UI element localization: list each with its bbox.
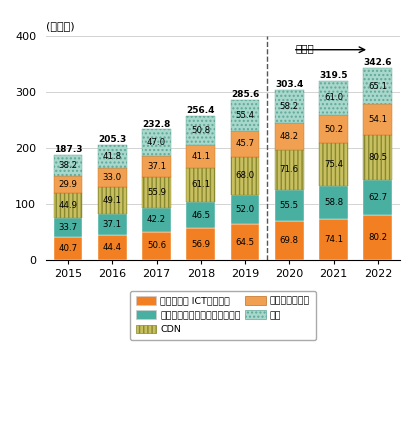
Text: 55.4: 55.4 <box>235 111 255 120</box>
Bar <box>54 237 82 260</box>
Bar <box>54 193 82 218</box>
Text: 342.6: 342.6 <box>364 58 392 67</box>
Text: 29.9: 29.9 <box>59 180 78 189</box>
Text: 50.6: 50.6 <box>147 241 166 250</box>
Bar <box>364 68 392 104</box>
Text: 205.3: 205.3 <box>98 135 127 144</box>
Text: 50.2: 50.2 <box>324 125 343 133</box>
Bar <box>98 214 127 235</box>
Bar <box>98 187 127 214</box>
Text: 47.0: 47.0 <box>147 138 166 147</box>
Bar <box>186 202 215 228</box>
Text: 61.1: 61.1 <box>191 181 210 189</box>
Text: 44.9: 44.9 <box>59 201 78 210</box>
Text: 54.1: 54.1 <box>368 115 388 124</box>
Text: 80.5: 80.5 <box>368 153 388 162</box>
Bar <box>275 221 304 260</box>
Bar <box>54 176 82 193</box>
Text: 37.1: 37.1 <box>103 220 122 229</box>
Bar <box>364 104 392 135</box>
Text: 58.8: 58.8 <box>324 197 343 207</box>
Bar <box>142 208 171 232</box>
Bar <box>142 232 171 260</box>
Text: 45.7: 45.7 <box>235 139 255 148</box>
Text: 256.4: 256.4 <box>186 107 215 115</box>
Text: 55.9: 55.9 <box>147 188 166 197</box>
Text: 40.7: 40.7 <box>59 244 78 253</box>
Text: 61.0: 61.0 <box>324 93 343 102</box>
Text: 44.4: 44.4 <box>103 243 122 252</box>
Bar <box>186 145 215 168</box>
Text: 65.1: 65.1 <box>368 82 388 91</box>
Text: 37.1: 37.1 <box>147 162 166 171</box>
Bar <box>142 130 171 156</box>
Bar <box>98 168 127 187</box>
Text: 80.2: 80.2 <box>368 233 388 242</box>
Bar <box>319 218 348 260</box>
Text: 74.1: 74.1 <box>324 235 343 244</box>
Text: 58.2: 58.2 <box>280 102 299 111</box>
Bar <box>186 168 215 202</box>
Text: 50.8: 50.8 <box>191 126 210 135</box>
Bar <box>98 235 127 260</box>
Bar <box>319 115 348 143</box>
Bar <box>275 149 304 190</box>
Text: 33.0: 33.0 <box>103 173 122 182</box>
Bar <box>364 215 392 260</box>
Bar <box>142 156 171 177</box>
Bar <box>231 100 259 131</box>
Bar <box>186 228 215 260</box>
Text: 38.2: 38.2 <box>59 161 78 170</box>
Bar <box>231 224 259 260</box>
Bar <box>231 195 259 224</box>
Text: (億ドル): (億ドル) <box>46 21 74 31</box>
Text: 71.6: 71.6 <box>280 165 299 174</box>
Text: 55.5: 55.5 <box>280 201 299 210</box>
Bar <box>275 190 304 221</box>
Text: 319.5: 319.5 <box>320 71 348 80</box>
Text: 64.5: 64.5 <box>235 237 255 247</box>
Text: 41.1: 41.1 <box>191 152 210 161</box>
Text: 68.0: 68.0 <box>235 171 255 180</box>
Bar <box>275 123 304 149</box>
Bar <box>364 180 392 215</box>
Bar <box>98 145 127 168</box>
Text: 49.1: 49.1 <box>103 196 122 205</box>
Bar <box>54 218 82 237</box>
Text: 232.8: 232.8 <box>142 120 171 129</box>
Text: 69.8: 69.8 <box>280 236 299 245</box>
Text: 303.4: 303.4 <box>275 80 303 89</box>
Text: 75.4: 75.4 <box>324 160 343 169</box>
Text: 187.3: 187.3 <box>54 145 82 154</box>
Text: 33.7: 33.7 <box>59 223 78 232</box>
Text: 42.2: 42.2 <box>147 216 166 224</box>
Legend: クラウド・ ICTサービス, コンテンツ・デジタルメディア, CDN, エンタプライズ, 金融: クラウド・ ICTサービス, コンテンツ・デジタルメディア, CDN, エンタプ… <box>130 290 316 340</box>
Text: 56.9: 56.9 <box>191 240 210 249</box>
Text: 48.2: 48.2 <box>280 132 299 141</box>
Text: 52.0: 52.0 <box>235 205 255 214</box>
Bar <box>364 135 392 180</box>
Bar <box>231 131 259 157</box>
Text: 285.6: 285.6 <box>231 90 259 99</box>
Bar <box>319 81 348 115</box>
Bar <box>319 186 348 218</box>
Text: 62.7: 62.7 <box>368 193 388 202</box>
Bar <box>142 177 171 208</box>
Bar <box>275 90 304 123</box>
Text: 46.5: 46.5 <box>191 210 210 220</box>
Bar <box>54 155 82 176</box>
Text: 41.8: 41.8 <box>103 152 122 161</box>
Text: 予測値: 予測値 <box>296 43 315 53</box>
Bar <box>186 116 215 145</box>
Bar <box>319 143 348 186</box>
Bar <box>231 157 259 195</box>
